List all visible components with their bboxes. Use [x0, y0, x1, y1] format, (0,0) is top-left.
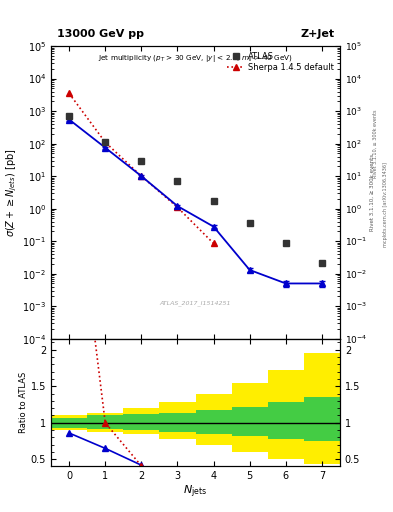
Text: Rivet 3.1.10, ≥ 300k events: Rivet 3.1.10, ≥ 300k events — [373, 109, 378, 178]
Y-axis label: Rivet 3.1.10, ≥ 300k events: Rivet 3.1.10, ≥ 300k events — [370, 154, 375, 231]
Text: Jet multiplicity ($p_T$ > 30 GeV, $|y|$ < 2.5, $m_{ll}$ > 40 GeV): Jet multiplicity ($p_T$ > 30 GeV, $|y|$ … — [98, 53, 293, 65]
Sherpa 1.4.5 default — [175, 204, 180, 210]
ATLAS — [211, 198, 216, 204]
Sherpa 1.4.5 default — [67, 90, 72, 96]
Line: ATLAS: ATLAS — [66, 113, 325, 266]
ATLAS — [283, 240, 288, 246]
Text: ATLAS_2017_I1514251: ATLAS_2017_I1514251 — [160, 301, 231, 306]
ATLAS — [175, 178, 180, 184]
Sherpa 1.4.5 default — [139, 173, 144, 179]
Text: 13000 GeV pp: 13000 GeV pp — [57, 29, 144, 39]
Text: Z+Jet: Z+Jet — [300, 29, 334, 39]
X-axis label: $N_\mathrm{jets}$: $N_\mathrm{jets}$ — [184, 483, 208, 500]
Sherpa 1.4.5 default — [211, 240, 216, 246]
Text: mcplots.cern.ch [arXiv:1306.3436]: mcplots.cern.ch [arXiv:1306.3436] — [383, 162, 387, 247]
Line: Sherpa 1.4.5 default: Sherpa 1.4.5 default — [66, 91, 217, 246]
Legend: ATLAS, Sherpa 1.4.5 default: ATLAS, Sherpa 1.4.5 default — [226, 50, 336, 74]
ATLAS — [320, 260, 324, 266]
ATLAS — [247, 220, 252, 226]
Y-axis label: Ratio to ATLAS: Ratio to ATLAS — [19, 372, 28, 433]
ATLAS — [139, 158, 144, 164]
Sherpa 1.4.5 default — [103, 139, 108, 145]
ATLAS — [67, 113, 72, 119]
Y-axis label: $\sigma(Z + \geq N_{jets})$ [pb]: $\sigma(Z + \geq N_{jets})$ [pb] — [5, 148, 19, 237]
ATLAS — [103, 139, 108, 145]
